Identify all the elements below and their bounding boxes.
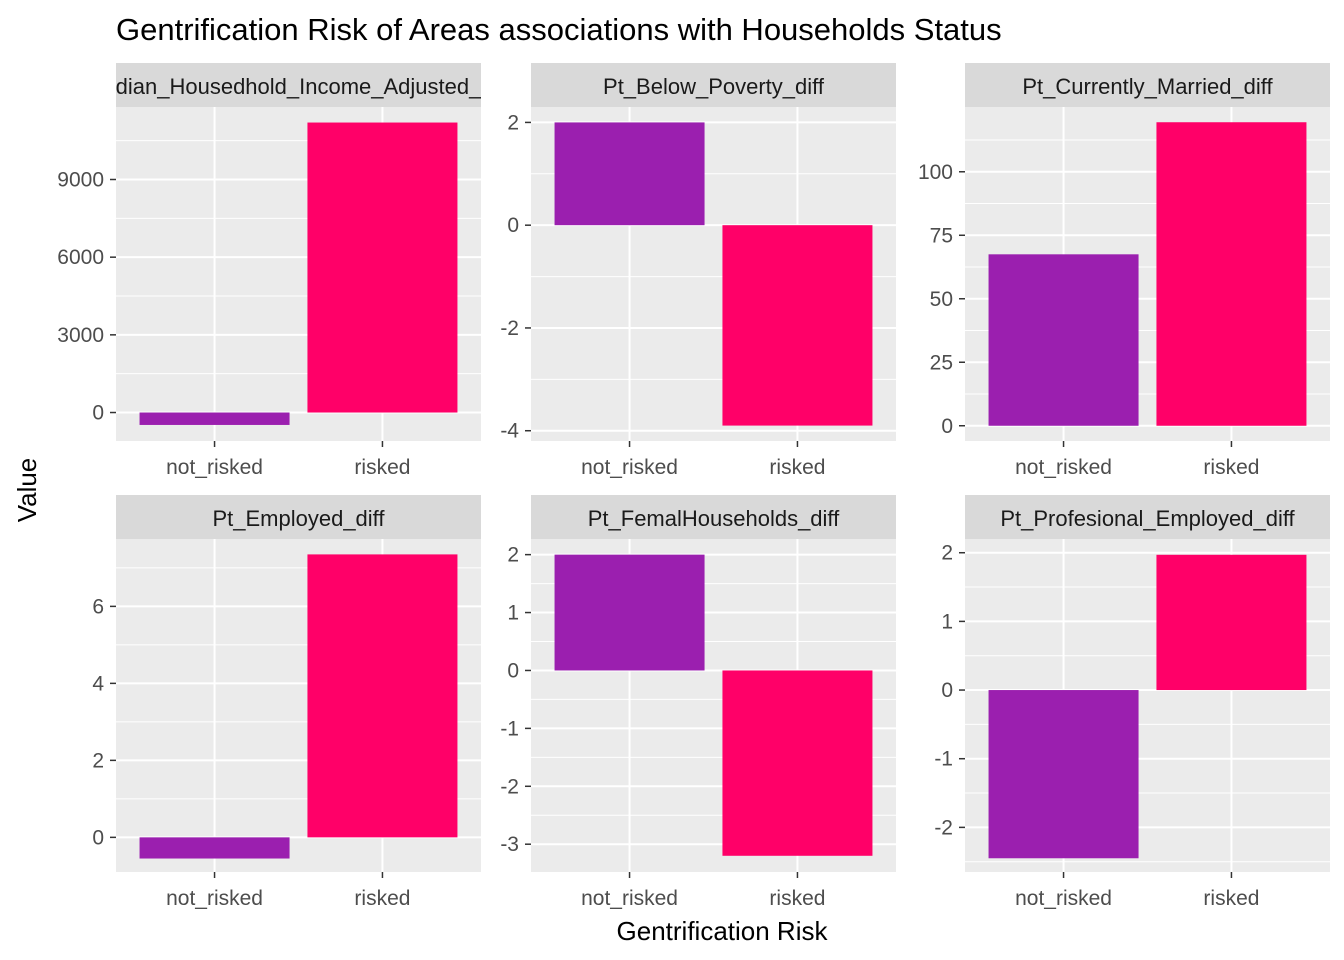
- facet-strip: [116, 495, 481, 539]
- y-tick-label: 0: [92, 826, 104, 849]
- y-tick-label: 2: [507, 111, 519, 134]
- y-tick-label: -2: [934, 816, 953, 839]
- x-tick-label: risked: [769, 887, 825, 910]
- y-tick-label: -1: [500, 717, 519, 740]
- y-tick-label: 1: [507, 602, 519, 625]
- y-tick-label: -3: [500, 833, 519, 856]
- facet-strip-label: Pt_Currently_Married_diff: [1022, 74, 1273, 99]
- y-tick-label: 2: [941, 542, 953, 565]
- facet-panel: Pt_FemalHouseholds_diff -3 -2 -1 0 1 2 not_risk…: [500, 495, 896, 910]
- x-tick-label: not_risked: [1015, 456, 1112, 479]
- bar-risked: [1156, 122, 1307, 426]
- x-tick-label: not_risked: [581, 887, 678, 910]
- bar-risked: [307, 122, 458, 413]
- x-axis-title: Gentrification Risk: [617, 916, 829, 946]
- bar-risked: [307, 554, 458, 838]
- y-tick-label: -2: [500, 317, 519, 340]
- y-tick-label: 1: [941, 610, 953, 633]
- facet-panels: dian_Housedhold_Income_Adjusted_03000600…: [57, 63, 1330, 910]
- facet-strip: [531, 63, 896, 107]
- x-tick-label: risked: [354, 456, 410, 479]
- y-tick-label: 2: [92, 749, 104, 772]
- y-tick-label: 0: [941, 679, 953, 702]
- bar-not-risked: [139, 412, 290, 425]
- bar-risked: [722, 670, 873, 856]
- facet-strip: [116, 63, 481, 107]
- bar-not-risked: [988, 254, 1139, 426]
- y-axis-title: Value: [12, 458, 42, 523]
- y-tick-label: 25: [930, 351, 953, 374]
- bar-risked: [1156, 554, 1307, 691]
- facet-panel: Pt_Employed_diff 0 2 4 6 not_risked risked: [92, 495, 481, 910]
- y-tick-label: 0: [92, 402, 104, 425]
- bar-not-risked: [139, 837, 290, 859]
- x-tick-label: risked: [769, 456, 825, 479]
- y-tick-label: 75: [930, 224, 953, 247]
- bar-risked: [722, 225, 873, 426]
- y-tick-label: 6000: [57, 246, 104, 269]
- y-tick-label: 3000: [57, 324, 104, 347]
- facet-strip-label: dian_Housedhold_Income_Adjusted_: [116, 74, 482, 99]
- facet-strip: [965, 495, 1330, 539]
- facet-strip-label: Pt_Below_Poverty_diff: [603, 74, 825, 99]
- facet-panel: dian_Housedhold_Income_Adjusted_ 0 3000 600…: [57, 63, 482, 479]
- facet-panel: Pt_Below_Poverty_diff -4 -2 0 2 not_risked ris…: [500, 63, 896, 479]
- bar-not-risked: [554, 122, 705, 226]
- x-tick-label: risked: [1203, 456, 1259, 479]
- y-tick-label: -4: [500, 420, 519, 443]
- x-tick-label: risked: [1203, 887, 1259, 910]
- facet-panel: Pt_Profesional_Employed_diff -2 -1 0 1 2 not_r…: [934, 495, 1330, 910]
- y-tick-label: 6: [92, 595, 104, 618]
- x-tick-label: not_risked: [1015, 887, 1112, 910]
- facet-strip-label: Pt_FemalHouseholds_diff: [588, 506, 840, 531]
- y-tick-label: 100: [918, 161, 953, 184]
- y-tick-label: 0: [507, 214, 519, 237]
- facet-strip: [531, 495, 896, 539]
- bar-not-risked: [988, 690, 1139, 859]
- x-tick-label: not_risked: [166, 456, 263, 479]
- chart-title: Gentrification Risk of Areas association…: [116, 12, 1002, 47]
- y-tick-label: 4: [92, 672, 104, 695]
- x-tick-label: not_risked: [581, 456, 678, 479]
- facet-strip: [965, 63, 1330, 107]
- facet-strip-label: Pt_Employed_diff: [212, 506, 385, 531]
- y-tick-label: 0: [941, 415, 953, 438]
- y-tick-label: 0: [507, 659, 519, 682]
- y-tick-label: 9000: [57, 168, 104, 191]
- facet-panel: Pt_Currently_Married_diff 0 25 50 75 100 not_r…: [918, 63, 1330, 479]
- x-tick-label: risked: [354, 887, 410, 910]
- y-tick-label: 50: [930, 288, 953, 311]
- y-tick-label: -2: [500, 775, 519, 798]
- x-tick-label: not_risked: [166, 887, 263, 910]
- bar-not-risked: [554, 554, 705, 671]
- y-tick-label: 2: [507, 544, 519, 567]
- facet-strip-label: Pt_Profesional_Employed_diff: [1000, 506, 1295, 531]
- y-tick-label: -1: [934, 748, 953, 771]
